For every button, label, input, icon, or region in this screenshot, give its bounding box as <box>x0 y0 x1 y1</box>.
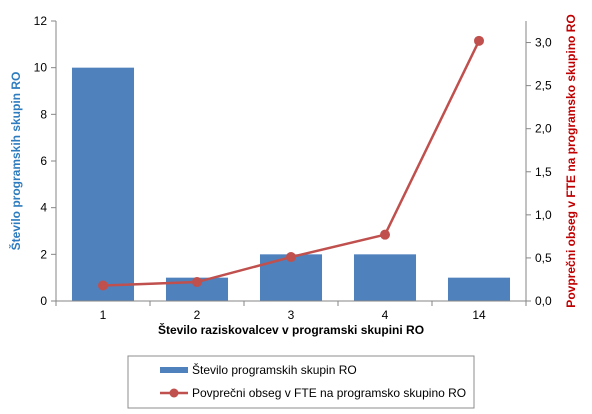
x-axis: 1 2 3 4 14 <box>55 300 527 322</box>
line-point <box>286 252 296 263</box>
right-axis: 0,0 0,5 1,0 1,5 2,0 2,5 3,0 <box>525 21 552 308</box>
x-tick-label: 14 <box>472 308 486 322</box>
bar <box>447 277 511 301</box>
left-tick-label: 0 <box>40 294 47 308</box>
x-tick-label: 2 <box>194 308 201 322</box>
line-point <box>192 277 202 288</box>
right-tick-label: 3,0 <box>535 36 552 50</box>
x-tick-label: 1 <box>100 308 107 322</box>
line-point <box>380 229 390 240</box>
bar <box>71 67 135 302</box>
legend-line-marker <box>169 388 179 398</box>
right-tick-label: 1,0 <box>535 208 552 222</box>
x-axis-title: Število raziskovalcev v programski skupi… <box>158 322 424 337</box>
legend-bar-swatch <box>160 367 188 373</box>
line-point <box>98 280 108 291</box>
line-point <box>474 35 484 46</box>
bar-series <box>71 67 511 302</box>
right-axis-title: Povprečni obseg v FTE na programsko skup… <box>564 14 578 307</box>
right-tick-label: 0,0 <box>535 294 552 308</box>
right-tick-label: 2,0 <box>535 122 552 136</box>
right-tick-label: 2,5 <box>535 79 552 93</box>
left-axis: 0 2 4 6 8 10 12 <box>34 14 57 308</box>
left-axis-title: Število programskih skupin RO <box>8 72 23 251</box>
left-tick-label: 12 <box>34 14 48 28</box>
x-tick-label: 3 <box>288 308 295 322</box>
series-line <box>102 40 481 287</box>
left-tick-label: 8 <box>40 107 47 121</box>
left-tick-label: 10 <box>34 61 48 75</box>
legend: Število programskih skupin RO Povprečni … <box>127 355 475 409</box>
left-tick-label: 6 <box>40 154 47 168</box>
right-tick-label: 1,5 <box>535 165 552 179</box>
legend-bar-label: Število programskih skupin RO <box>192 362 357 377</box>
line-series <box>98 35 484 291</box>
legend-box <box>127 355 475 409</box>
x-tick-label: 4 <box>382 308 389 322</box>
right-tick-label: 0,5 <box>535 251 552 265</box>
legend-line-label: Povprečni obseg v FTE na programsko skup… <box>192 386 466 400</box>
bar <box>353 254 417 301</box>
left-tick-label: 4 <box>40 201 47 215</box>
left-tick-label: 2 <box>40 247 47 261</box>
